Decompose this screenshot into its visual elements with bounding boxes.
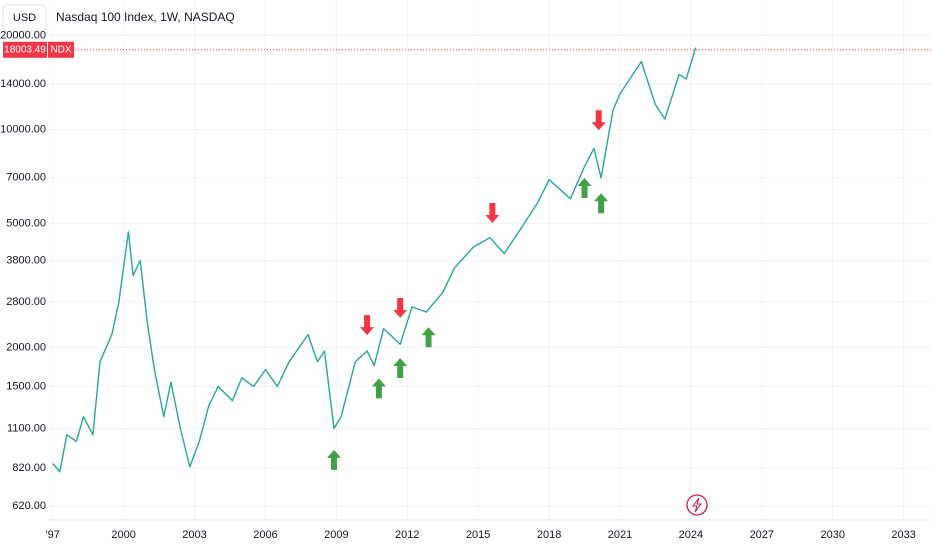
x-tick-label: 2033 — [891, 529, 915, 541]
currency-button[interactable] — [2, 4, 47, 32]
y-tick-label: 2800.00 — [6, 296, 46, 308]
x-tick-label: 2012 — [395, 529, 419, 541]
chart-title: Nasdaq 100 Index, 1W, NASDAQ — [56, 10, 235, 24]
x-tick-label: 2030 — [820, 529, 844, 541]
last-price-box — [3, 41, 47, 58]
y-tick-label: 14000.00 — [0, 78, 46, 90]
x-tick-label: 2018 — [537, 529, 561, 541]
symbol-box — [48, 41, 74, 58]
y-tick-label: 5000.00 — [6, 217, 46, 229]
arrow-up — [393, 357, 408, 378]
y-tick-label: 1500.00 — [6, 380, 46, 392]
replay-icon[interactable] — [686, 494, 708, 516]
arrow-down — [360, 315, 375, 336]
y-tick-label: 10000.00 — [0, 123, 46, 135]
arrow-up — [421, 327, 436, 348]
y-tick-label: 3800.00 — [6, 254, 46, 266]
price-line — [52, 47, 697, 473]
arrow-up — [371, 378, 386, 399]
x-tick-label: '97 — [46, 529, 60, 541]
x-tick-label: 2024 — [679, 529, 703, 541]
last-price-label: 18003.49 — [4, 44, 46, 55]
x-tick-label: 2027 — [750, 529, 774, 541]
x-tick-label: 2003 — [182, 529, 206, 541]
arrow-up — [327, 449, 341, 470]
y-tick-label: 620.00 — [12, 500, 46, 512]
y-tick-label: 20000.00 — [0, 29, 46, 41]
x-tick-label: 2006 — [253, 529, 277, 541]
x-tick-label: 2000 — [111, 529, 135, 541]
x-tick-label: 2009 — [324, 529, 348, 541]
x-tick-label: 2015 — [466, 529, 490, 541]
y-tick-label: 7000.00 — [6, 172, 46, 184]
symbol-label: NDX — [50, 44, 71, 55]
y-tick-label: 820.00 — [12, 462, 46, 474]
currency[interactable]: USD — [13, 12, 36, 24]
arrow-up — [577, 178, 592, 199]
arrow-up — [594, 193, 609, 214]
y-tick-label: 2000.00 — [6, 341, 46, 353]
x-tick-label: 2021 — [608, 529, 632, 541]
arrow-down — [393, 297, 408, 318]
arrow-down — [485, 202, 500, 223]
arrow-down — [591, 110, 606, 131]
y-tick-label: 1100.00 — [7, 422, 46, 434]
